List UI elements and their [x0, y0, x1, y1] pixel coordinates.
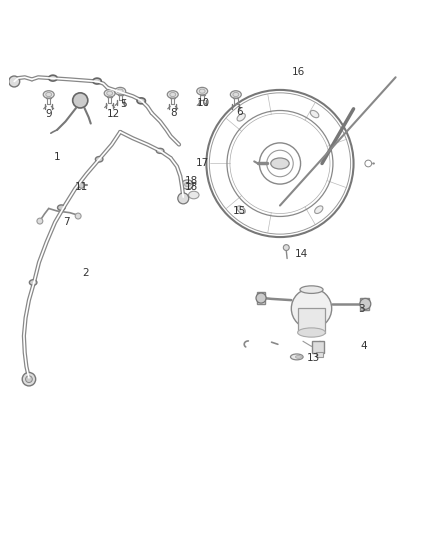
Text: 1: 1 [54, 152, 60, 162]
Circle shape [75, 213, 81, 219]
Circle shape [256, 293, 266, 303]
Ellipse shape [117, 89, 123, 93]
Ellipse shape [43, 91, 54, 98]
Ellipse shape [230, 91, 241, 98]
Ellipse shape [57, 205, 65, 211]
Text: 7: 7 [64, 217, 70, 228]
Text: 18: 18 [185, 176, 198, 186]
Bar [360, 298, 369, 310]
Text: 10: 10 [197, 98, 210, 108]
Text: 14: 14 [294, 249, 307, 259]
Circle shape [291, 288, 332, 329]
Ellipse shape [46, 92, 52, 96]
Ellipse shape [314, 206, 323, 214]
Ellipse shape [197, 87, 208, 95]
Circle shape [9, 76, 20, 87]
Circle shape [360, 298, 371, 309]
Bar [298, 308, 325, 333]
Ellipse shape [298, 328, 325, 337]
Ellipse shape [137, 98, 145, 104]
Ellipse shape [199, 89, 205, 93]
Text: 16: 16 [291, 67, 305, 77]
Text: 3: 3 [359, 304, 365, 313]
Text: 18: 18 [185, 182, 198, 192]
Text: 12: 12 [106, 109, 120, 119]
Bar [257, 292, 265, 304]
Ellipse shape [93, 78, 101, 84]
Text: 5: 5 [120, 99, 127, 109]
Circle shape [73, 93, 88, 108]
Ellipse shape [107, 91, 113, 95]
Text: 17: 17 [195, 158, 209, 168]
Text: 15: 15 [233, 206, 246, 216]
Ellipse shape [115, 87, 126, 95]
Circle shape [78, 182, 85, 188]
Ellipse shape [184, 182, 191, 187]
Text: 13: 13 [307, 353, 320, 363]
Ellipse shape [188, 191, 199, 199]
Ellipse shape [237, 114, 245, 121]
Ellipse shape [95, 157, 103, 162]
Text: 2: 2 [82, 268, 88, 278]
Text: 8: 8 [171, 108, 177, 118]
Text: 11: 11 [74, 182, 88, 191]
Bar [311, 341, 324, 353]
Ellipse shape [170, 92, 176, 96]
Circle shape [37, 218, 43, 224]
Ellipse shape [29, 280, 37, 285]
Ellipse shape [237, 206, 245, 214]
Ellipse shape [233, 92, 239, 96]
Ellipse shape [167, 91, 178, 98]
Ellipse shape [290, 354, 303, 360]
Text: 6: 6 [236, 107, 243, 117]
Text: 4: 4 [361, 341, 367, 351]
Bar [316, 352, 323, 357]
Circle shape [25, 376, 32, 383]
Ellipse shape [156, 148, 164, 154]
Ellipse shape [49, 75, 57, 81]
Ellipse shape [182, 180, 193, 189]
Text: 9: 9 [46, 109, 52, 119]
Circle shape [178, 193, 189, 204]
Ellipse shape [104, 90, 115, 97]
Circle shape [283, 245, 289, 251]
Ellipse shape [271, 158, 289, 169]
Circle shape [22, 373, 35, 386]
Ellipse shape [300, 286, 323, 293]
Ellipse shape [296, 356, 301, 358]
Ellipse shape [310, 110, 319, 118]
